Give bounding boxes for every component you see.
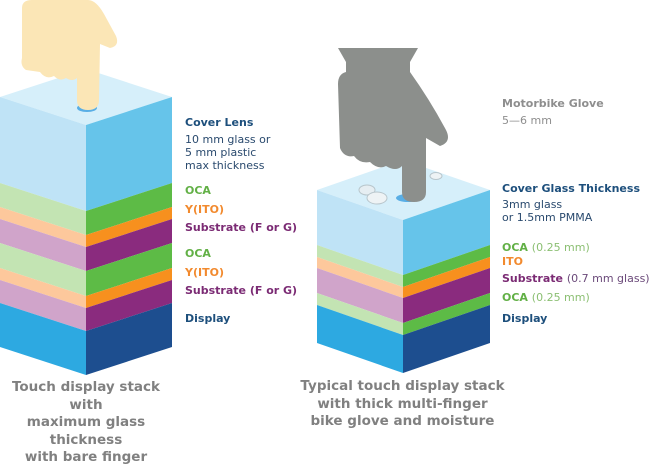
label-cover-glass-detail-1: 3mm glass (502, 198, 563, 211)
label-oca-2: OCA (185, 247, 211, 260)
display-layer-left-face (0, 303, 86, 375)
label-oca-bottom: OCA (0.25 mm) (502, 291, 590, 304)
cover-layer-right-face (86, 97, 172, 211)
label-cover-lens-detail-2: 5 mm plastic (185, 146, 257, 159)
label-ito-1: Y(ITO) (185, 203, 224, 216)
display-layer-right-face (86, 303, 172, 375)
label-oca-top: OCA (0.25 mm) (502, 241, 590, 254)
moisture-droplets (358, 172, 443, 205)
label-ito-2: Y(ITO) (185, 266, 224, 279)
right-caption-line-1: Typical touch display stack (300, 378, 505, 394)
label-substrate: Substrate (0.7 mm glass) (502, 272, 650, 285)
right-display-stack (317, 160, 490, 373)
label-substrate-2: Substrate (F or G) (185, 284, 298, 297)
label-ito: ITO (502, 255, 523, 268)
label-substrate-1: Substrate (F or G) (185, 221, 298, 234)
oca-bottom-name: OCA (502, 291, 528, 304)
oca-layer-right-face (403, 245, 490, 287)
label-cover-glass-detail-2: or 1.5mm PMMA (502, 211, 593, 224)
left-caption-line-1: Touch display stack with (11, 379, 160, 413)
label-glove-thickness: 5—6 mm (502, 114, 552, 127)
ito-layer-right-face (86, 268, 172, 308)
label-display: Display (185, 312, 231, 325)
substrate-layer-right-face (86, 280, 172, 331)
right-caption-line-3: bike glove and moisture (310, 413, 495, 429)
label-motorbike-glove: Motorbike Glove (502, 97, 604, 110)
left-display-stack (0, 69, 172, 375)
cover-layer-left-face (0, 97, 86, 211)
substrate-layer-left-face (0, 280, 86, 331)
oca-layer-left-face (0, 243, 86, 296)
substrate-layer-right-face (86, 219, 172, 271)
label-oca-1: OCA (185, 184, 211, 197)
stack-illustration (0, 0, 490, 375)
oca-top-name: OCA (502, 241, 528, 254)
substrate-name: Substrate (502, 272, 563, 285)
substrate-note: (0.7 mm glass) (566, 272, 650, 285)
substrate-layer-right-face (403, 268, 490, 323)
oca-top-note: (0.25 mm) (531, 241, 590, 254)
ito-layer-left-face (317, 257, 403, 298)
right-caption: Typical touch display stack with thick m… (300, 378, 505, 431)
display-layer-right-face (403, 305, 490, 373)
right-caption-line-2: with thick multi-finger (317, 395, 488, 412)
substrate-layer-left-face (0, 219, 86, 271)
cover-layer-right-face (403, 190, 490, 275)
glove-finger-icon (338, 48, 448, 202)
left-caption: Touch display stack with maximum glass t… (0, 379, 172, 467)
oca-layer-left-face (317, 245, 403, 287)
bare-finger-icon (21, 0, 118, 112)
label-cover-lens-detail-3: max thickness (185, 159, 265, 172)
label-cover-lens-detail-1: 10 mm glass or (185, 133, 271, 146)
oca-layer-right-face (403, 293, 490, 335)
label-cover-glass: Cover Glass Thickness (502, 182, 640, 195)
substrate-layer-left-face (317, 268, 403, 323)
oca-bottom-note: (0.25 mm) (531, 291, 590, 304)
label-display-right: Display (502, 312, 548, 325)
oca-layer-right-face (86, 183, 172, 235)
oca-layer-left-face (0, 183, 86, 235)
oca-layer-right-face (86, 243, 172, 296)
cover-layer-left-face (317, 190, 403, 275)
ito-layer-right-face (403, 257, 490, 298)
oca-layer-left-face (317, 293, 403, 335)
label-cover-lens: Cover Lens (185, 116, 254, 129)
ito-layer-left-face (0, 268, 86, 308)
ito-layer-left-face (0, 207, 86, 247)
display-layer-left-face (317, 305, 403, 373)
ito-layer-right-face (86, 207, 172, 247)
left-caption-line-3: with bare finger (24, 449, 148, 465)
